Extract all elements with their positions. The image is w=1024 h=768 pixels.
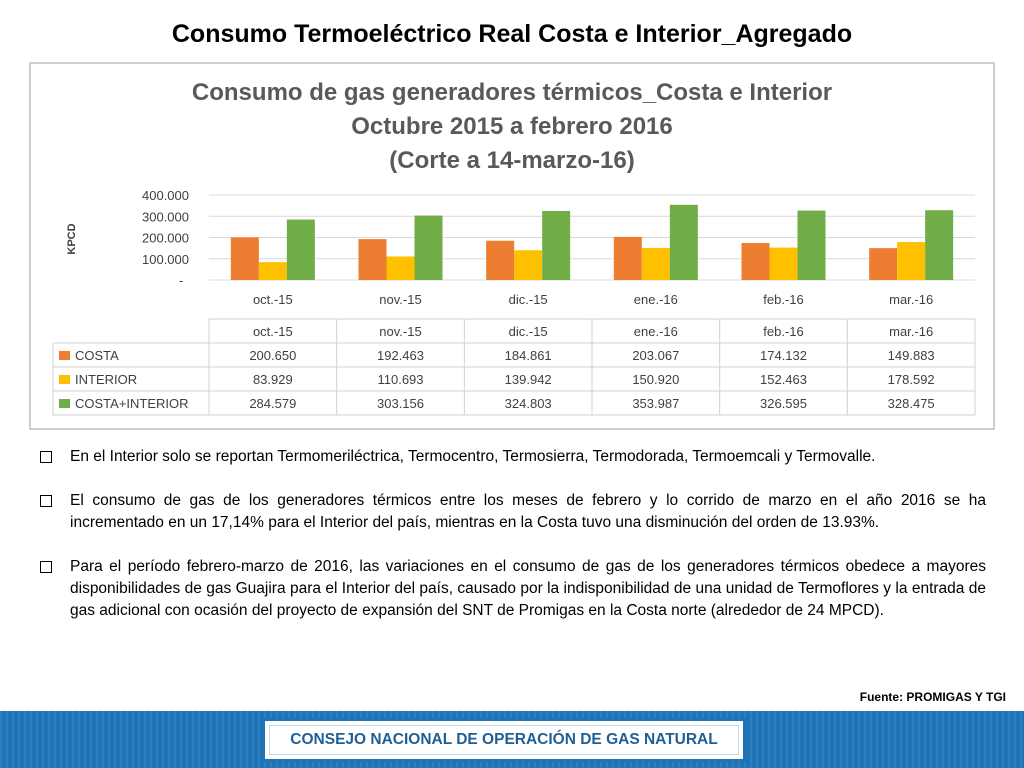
bar-costa-interior xyxy=(797,210,826,280)
bullet-text: En el Interior solo se reportan Termomer… xyxy=(70,448,876,465)
x-tick-label: oct.-15 xyxy=(253,292,293,307)
bullet-text: Para el período febrero-marzo de 2016, l… xyxy=(70,558,986,619)
y-tick-label: 400.000 xyxy=(142,188,189,203)
table-value-cell: 328.475 xyxy=(888,396,935,411)
legend-label: INTERIOR xyxy=(75,372,137,387)
bar-costa-interior xyxy=(925,210,954,280)
y-tick-label: 200.000 xyxy=(142,231,189,246)
x-tick-label: mar.-16 xyxy=(889,292,933,307)
bar-costa-interior xyxy=(669,204,698,280)
legend-label: COSTA xyxy=(75,348,119,363)
x-tick-label: ene.-16 xyxy=(634,292,678,307)
table-header-cell: dic.-15 xyxy=(509,324,548,339)
x-tick-label: feb.-16 xyxy=(763,292,803,307)
chart-title-line: Consumo de gas generadores térmicos_Cost… xyxy=(192,79,832,106)
table-value-cell: 353.987 xyxy=(632,396,679,411)
table-header-cell: mar.-16 xyxy=(889,324,933,339)
bullet-item: En el Interior solo se reportan Termomer… xyxy=(38,446,986,468)
table-value-cell: 192.463 xyxy=(377,348,424,363)
table-value-cell: 303.156 xyxy=(377,396,424,411)
table-value-cell: 83.929 xyxy=(253,372,293,387)
table-value-cell: 139.942 xyxy=(505,372,552,387)
bar-costa-interior xyxy=(286,219,315,280)
bar-interior xyxy=(897,242,926,280)
bar-costa xyxy=(486,240,515,280)
legend-label: COSTA+INTERIOR xyxy=(75,396,189,411)
bar-costa xyxy=(741,242,770,280)
chart-title-line: Octubre 2015 a febrero 2016 xyxy=(351,113,673,140)
table-value-cell: 152.463 xyxy=(760,372,807,387)
y-tick-label: 100.000 xyxy=(142,252,189,267)
table-header-cell: oct.-15 xyxy=(253,324,293,339)
slide-title: Consumo Termoeléctrico Real Costa e Inte… xyxy=(171,20,853,48)
table-value-cell: 324.803 xyxy=(505,396,552,411)
checkbox-bullet-icon xyxy=(40,451,52,463)
bar-interior xyxy=(386,256,415,280)
chart-title-line: (Corte a 14-marzo-16) xyxy=(389,147,634,174)
table-value-cell: 174.132 xyxy=(760,348,807,363)
legend-swatch xyxy=(59,351,70,360)
table-header-cell: ene.-16 xyxy=(634,324,678,339)
table-value-cell: 284.579 xyxy=(249,396,296,411)
bullet-item: Para el período febrero-marzo de 2016, l… xyxy=(38,556,986,622)
legend-swatch xyxy=(59,375,70,384)
bar-costa-interior xyxy=(414,215,443,280)
legend-swatch xyxy=(59,399,70,408)
bar-interior xyxy=(769,247,798,280)
footer-text: CONSEJO NACIONAL DE OPERACIÓN DE GAS NAT… xyxy=(290,731,718,748)
table-value-cell: 178.592 xyxy=(888,372,935,387)
footer-inner: CONSEJO NACIONAL DE OPERACIÓN DE GAS NAT… xyxy=(269,725,739,755)
y-tick-label: 300.000 xyxy=(142,209,189,224)
table-value-cell: 110.693 xyxy=(377,372,423,387)
table-value-cell: 326.595 xyxy=(760,396,807,411)
bar-costa-interior xyxy=(542,210,571,280)
bar-costa xyxy=(613,236,642,280)
table-value-cell: 203.067 xyxy=(632,348,679,363)
bullet-item: El consumo de gas de los generadores tér… xyxy=(38,490,986,534)
bar-interior xyxy=(514,250,543,280)
table-header-cell: nov.-15 xyxy=(379,324,421,339)
bar-costa xyxy=(869,248,898,280)
y-axis-label: KPCD xyxy=(66,223,78,254)
x-tick-label: dic.-15 xyxy=(509,292,548,307)
checkbox-bullet-icon xyxy=(40,495,52,507)
bullet-list: En el Interior solo se reportan Termomer… xyxy=(38,446,986,644)
bar-costa xyxy=(358,239,387,280)
table-value-cell: 184.861 xyxy=(505,348,552,363)
bullet-text: El consumo de gas de los generadores tér… xyxy=(70,492,986,531)
y-tick-label: - xyxy=(179,273,183,288)
x-tick-label: nov.-15 xyxy=(379,292,421,307)
table-value-cell: 150.920 xyxy=(632,372,679,387)
table-header-cell: feb.-16 xyxy=(763,324,803,339)
checkbox-bullet-icon xyxy=(40,561,52,573)
bar-interior xyxy=(258,262,287,280)
chart-frame: Consumo de gas generadores térmicos_Cost… xyxy=(29,62,995,430)
source-note: Fuente: PROMIGAS Y TGI xyxy=(859,690,1006,704)
footer-box: CONSEJO NACIONAL DE OPERACIÓN DE GAS NAT… xyxy=(262,718,746,762)
table-value-cell: 200.650 xyxy=(249,348,296,363)
table-value-cell: 149.883 xyxy=(888,348,935,363)
bar-costa xyxy=(230,237,259,280)
bar-interior xyxy=(641,247,670,280)
chart: Consumo de gas generadores térmicos_Cost… xyxy=(52,79,976,416)
